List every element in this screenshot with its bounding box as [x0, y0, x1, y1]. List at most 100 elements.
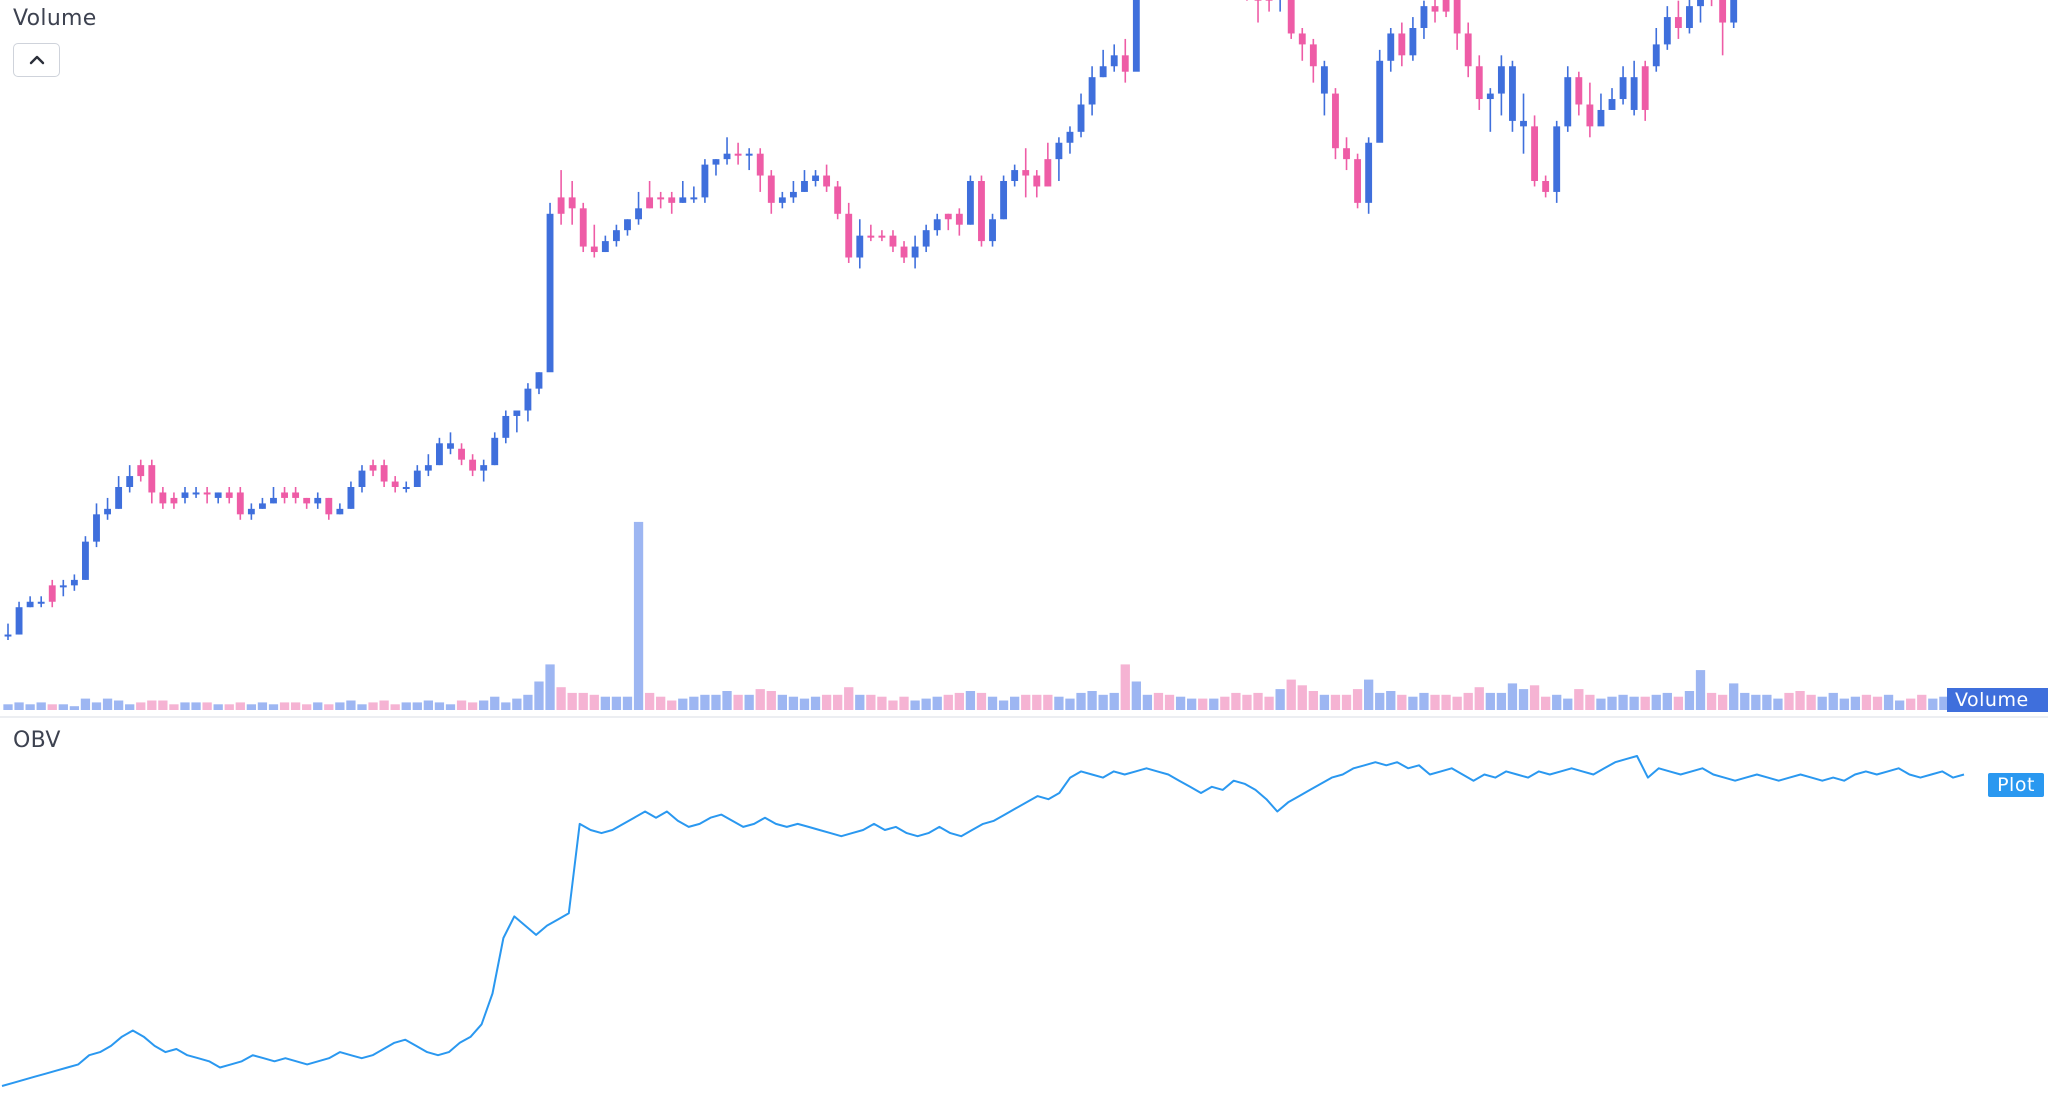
volume-bar: [1662, 692, 1672, 710]
volume-bar: [1275, 689, 1285, 710]
candle-body: [657, 197, 665, 200]
candle-body: [281, 492, 288, 498]
volume-bar: [268, 704, 279, 710]
volume-bar: [1463, 692, 1473, 710]
candle-body: [1464, 33, 1472, 67]
candle-body: [37, 601, 45, 604]
volume-bar: [313, 702, 323, 710]
candle-body: [546, 213, 554, 373]
candle-body: [502, 415, 510, 438]
volume-bar: [1585, 694, 1595, 710]
volume-bar: [1175, 696, 1186, 710]
volume-bar: [1419, 692, 1429, 710]
candle-body: [1110, 55, 1118, 67]
candle-body: [1099, 66, 1107, 78]
volume-bar: [1784, 692, 1794, 710]
volume-bar: [1087, 691, 1097, 710]
volume-bar: [1695, 670, 1706, 710]
candle-body: [745, 153, 753, 156]
volume-bar: [235, 702, 245, 710]
candle-body: [690, 197, 698, 200]
volume-bar: [1795, 691, 1805, 710]
price-volume-pane: Volume Volume: [0, 0, 2048, 717]
candle-body: [989, 219, 996, 242]
candle-body: [1719, 0, 1727, 23]
obv-line-chart[interactable]: [0, 718, 2048, 1109]
candle-body: [513, 410, 521, 416]
candle-body: [469, 459, 477, 471]
candle-body: [535, 372, 543, 389]
volume-bar: [998, 700, 1009, 710]
volume-bar: [777, 694, 787, 710]
candle-body: [867, 235, 875, 238]
volume-bar: [357, 704, 367, 710]
pane-divider[interactable]: [0, 716, 2048, 718]
volume-bar: [1540, 696, 1551, 710]
volume-bar: [589, 694, 599, 710]
volume-bar: [257, 702, 268, 710]
volume-bar: [1861, 694, 1872, 710]
candle-body: [1586, 104, 1594, 127]
candle-body: [247, 508, 255, 515]
volume-bar: [125, 704, 135, 710]
volume-bar: [1010, 696, 1020, 710]
chevron-up-icon: [29, 55, 44, 65]
volume-bar: [1706, 692, 1717, 710]
candle-body: [347, 487, 355, 509]
volume-bar: [501, 702, 511, 710]
volume-bar: [1109, 692, 1119, 710]
candle-body: [1497, 66, 1505, 94]
volume-bar: [346, 700, 356, 710]
candle-body: [1265, 0, 1273, 1]
volume-bar: [722, 691, 732, 710]
candle-body: [1298, 33, 1306, 45]
volume-bar: [202, 702, 212, 710]
volume-bar: [1043, 694, 1053, 710]
volume-bar: [1142, 694, 1153, 710]
volume-bar: [1375, 692, 1385, 710]
volume-bar: [733, 694, 743, 710]
candle-body: [856, 235, 864, 258]
candle-body: [93, 514, 100, 542]
volume-bar: [644, 692, 655, 710]
candle-body: [1630, 77, 1638, 110]
candle-body: [1077, 104, 1085, 132]
volume-bar: [1363, 679, 1374, 710]
collapse-pane-button[interactable]: [13, 43, 60, 77]
volume-bar: [1076, 692, 1086, 710]
candle-body: [225, 492, 233, 498]
candle-body: [192, 492, 200, 495]
candle-body: [458, 448, 465, 460]
candle-body: [159, 492, 167, 504]
candle-body: [59, 585, 67, 588]
candlestick-chart[interactable]: [0, 0, 2048, 717]
volume-bar: [1408, 696, 1418, 710]
volume-bar: [1430, 694, 1440, 710]
volume-axis-tag: Volume: [1947, 688, 2048, 712]
candle-body: [878, 235, 886, 238]
volume-bar: [324, 704, 334, 710]
candle-body: [369, 465, 377, 471]
candle-body: [1398, 33, 1406, 56]
candle-body: [1121, 55, 1129, 72]
volume-bar: [1032, 694, 1042, 710]
candle-body: [1022, 170, 1030, 176]
volume-bar: [445, 704, 456, 710]
candle-body: [557, 197, 565, 214]
volume-bar: [1065, 698, 1075, 710]
candle-body: [590, 246, 598, 253]
candle-body: [104, 508, 111, 515]
candle-body: [1564, 77, 1572, 127]
candle-body: [1044, 159, 1052, 187]
candle-body: [524, 388, 532, 411]
volume-bar: [1054, 696, 1064, 710]
candle-body: [1320, 66, 1328, 94]
candle-body: [955, 213, 963, 225]
volume-bar: [80, 698, 91, 710]
volume-bar: [1618, 694, 1628, 710]
volume-bar: [1474, 687, 1484, 710]
volume-bar: [3, 704, 13, 710]
candle-body: [1354, 159, 1362, 203]
obv-pane: OBV Plot: [0, 718, 2048, 1109]
volume-bar: [755, 689, 765, 710]
